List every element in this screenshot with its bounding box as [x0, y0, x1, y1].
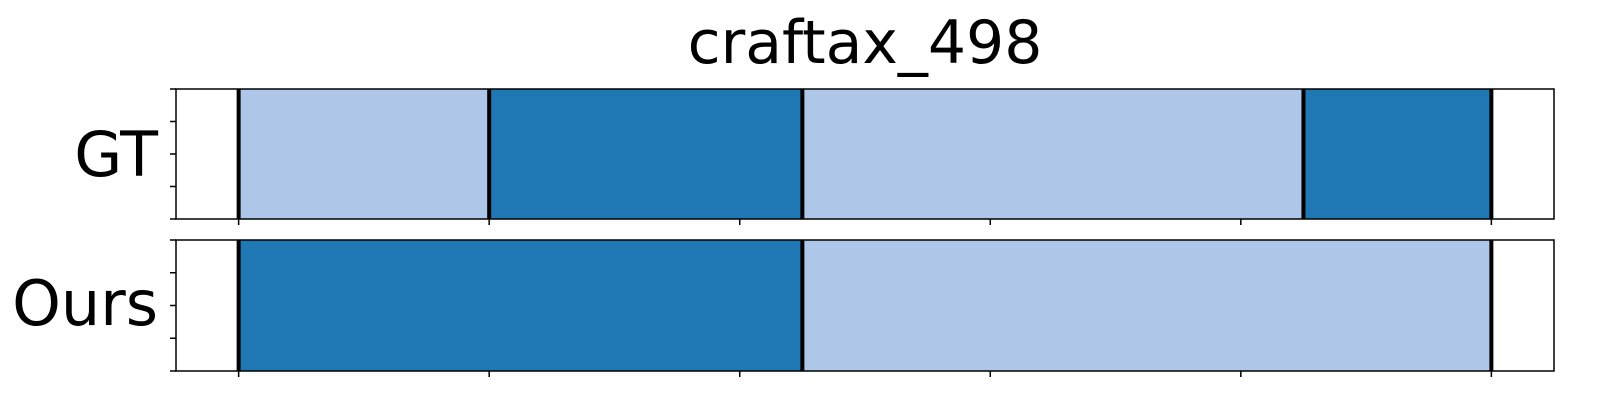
chart-title: craftax_498: [688, 8, 1043, 78]
gt-segment-1: [238, 89, 490, 219]
ours-segment-1: [238, 240, 803, 371]
row-label-gt: GT: [74, 118, 159, 191]
gt-segment-2: [489, 89, 803, 219]
gt-segment-4: [1303, 89, 1492, 219]
row-label-ours: Ours: [12, 267, 158, 340]
ours-segment-2: [802, 240, 1492, 371]
gt-segment-3: [802, 89, 1304, 219]
